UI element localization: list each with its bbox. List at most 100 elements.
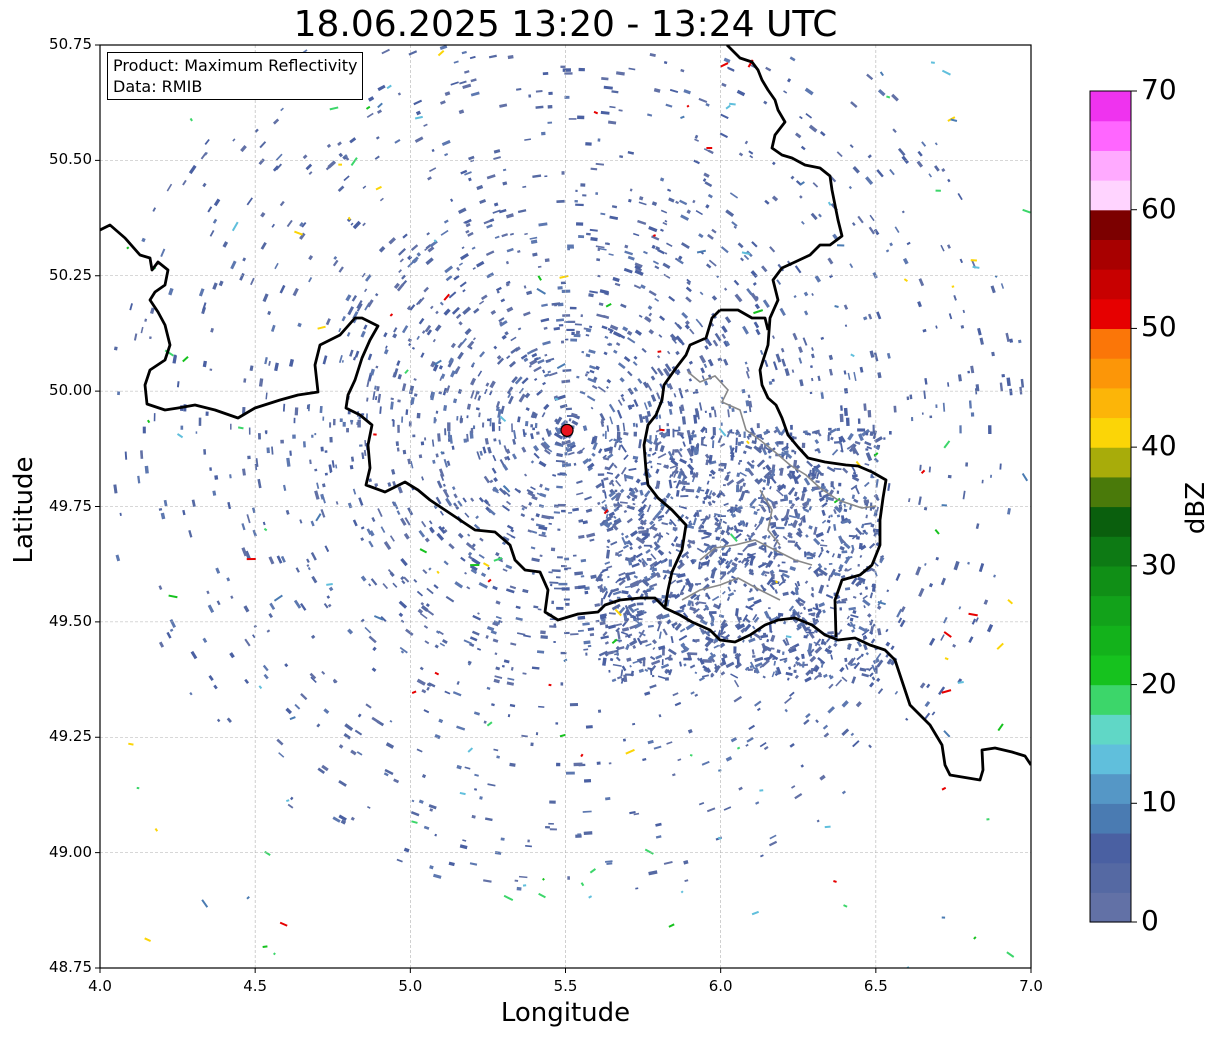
- echo-speckle: [548, 683, 552, 687]
- echo-pixel: [794, 587, 799, 596]
- echo-pixel: [338, 152, 344, 158]
- echo-pixel: [669, 464, 679, 469]
- echo-pixel: [295, 567, 300, 573]
- echo-pixel: [505, 448, 511, 454]
- echo-pixel: [416, 335, 420, 341]
- echo-pixel: [578, 235, 585, 239]
- echo-pixel: [723, 462, 727, 470]
- echo-pixel: [685, 296, 692, 303]
- echo-pixel: [704, 639, 713, 648]
- echo-pixel: [965, 462, 969, 467]
- echo-pixel: [641, 578, 650, 587]
- echo-pixel: [740, 557, 746, 564]
- echo-pixel: [688, 378, 693, 382]
- echo-pixel: [734, 533, 742, 540]
- echo-pixel: [668, 401, 674, 407]
- echo-pixel: [169, 618, 177, 628]
- echo-pixel: [403, 576, 410, 583]
- echo-pixel: [469, 346, 473, 350]
- echo-pixel: [747, 394, 751, 399]
- echo-pixel: [820, 392, 825, 399]
- echo-pixel: [698, 561, 701, 570]
- echo-pixel: [345, 156, 350, 161]
- echo-pixel: [795, 612, 802, 619]
- echo-pixel: [564, 320, 571, 323]
- echo-pixel: [557, 286, 563, 290]
- echo-pixel: [260, 242, 267, 250]
- echo-speckle: [554, 397, 559, 401]
- echo-pixel: [464, 171, 472, 176]
- echo-pixel: [734, 652, 739, 657]
- echo-pixel: [487, 566, 491, 571]
- echo-pixel: [658, 645, 666, 651]
- echo-pixel: [347, 502, 353, 509]
- echo-pixel: [632, 637, 638, 644]
- echo-pixel: [523, 357, 529, 363]
- echo-pixel: [788, 532, 793, 537]
- echo-pixel: [733, 646, 737, 654]
- echo-pixel: [548, 91, 553, 96]
- echo-pixel: [629, 624, 637, 630]
- echo-pixel: [672, 773, 676, 777]
- echo-pixel: [669, 333, 678, 342]
- echo-pixel: [444, 153, 449, 157]
- echo-pixel: [744, 667, 749, 671]
- radar-site-marker[interactable]: [560, 423, 574, 437]
- echo-pixel: [758, 445, 764, 450]
- echo-speckle: [759, 789, 764, 792]
- echo-pixel: [763, 656, 770, 661]
- echo-pixel: [329, 422, 332, 428]
- echo-pixel: [518, 875, 528, 879]
- echo-pixel: [371, 716, 381, 724]
- echo-pixel: [492, 638, 499, 643]
- echo-pixel: [332, 816, 341, 823]
- echo-pixel: [844, 657, 848, 662]
- echo-pixel: [661, 613, 670, 620]
- echo-pixel: [688, 435, 692, 445]
- echo-pixel: [442, 483, 446, 487]
- echo-pixel: [621, 590, 629, 595]
- echo-pixel: [349, 464, 354, 470]
- echo-pixel: [602, 433, 605, 437]
- echo-pixel: [732, 565, 738, 571]
- echo-speckle: [834, 305, 839, 308]
- echo-pixel: [725, 209, 735, 218]
- echo-pixel: [801, 617, 805, 621]
- echo-pixel: [440, 373, 446, 380]
- echo-pixel: [743, 431, 746, 438]
- echo-pixel: [638, 413, 644, 423]
- echo-pixel: [469, 636, 478, 642]
- echo-pixel: [460, 169, 468, 175]
- echo-pixel: [983, 599, 989, 605]
- echo-pixel: [604, 641, 609, 645]
- echo-speckle: [580, 882, 585, 887]
- echo-pixel: [741, 388, 746, 394]
- echo-pixel: [533, 365, 542, 373]
- echo-pixel: [684, 320, 690, 326]
- echo-pixel: [723, 287, 728, 291]
- echo-pixel: [269, 602, 276, 610]
- echo-pixel: [371, 667, 377, 672]
- echo-pixel: [276, 738, 284, 746]
- echo-pixel: [791, 519, 798, 528]
- echo-pixel: [411, 346, 415, 350]
- echo-pixel: [765, 66, 772, 72]
- echo-pixel: [705, 593, 708, 597]
- echo-pixel: [440, 229, 449, 236]
- echo-pixel: [721, 652, 728, 659]
- echo-pixel: [423, 709, 430, 714]
- echo-pixel: [628, 467, 637, 472]
- echo-pixel: [242, 407, 246, 415]
- echo-pixel: [587, 644, 592, 648]
- echo-pixel: [767, 447, 776, 454]
- echo-pixel: [456, 680, 460, 685]
- echo-pixel: [260, 211, 266, 218]
- echo-pixel: [650, 670, 653, 676]
- echo-pixel: [782, 639, 788, 647]
- echo-pixel: [413, 378, 417, 381]
- echo-pixel: [517, 250, 521, 254]
- echo-speckle: [386, 84, 392, 90]
- echo-pixel: [990, 285, 996, 294]
- echo-pixel: [855, 648, 859, 652]
